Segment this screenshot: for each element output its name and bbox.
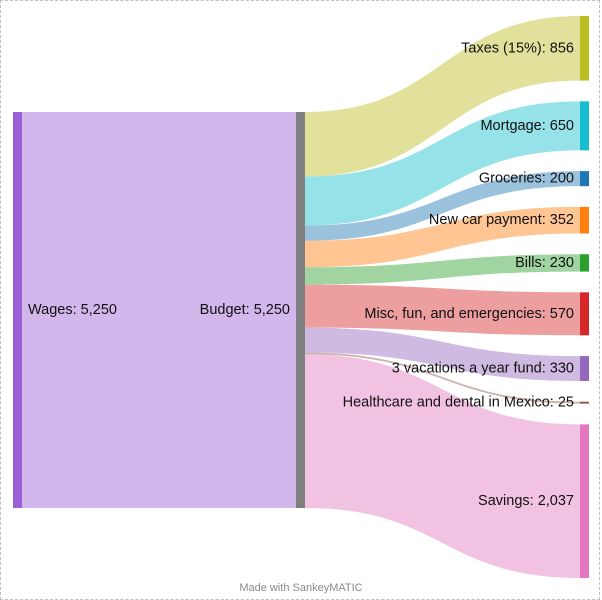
flow-links <box>22 16 580 578</box>
flow-budget-to-mortgage <box>305 101 580 226</box>
label-groceries: Groceries: 200 <box>479 171 574 187</box>
label-vacations: 3 vacations a year fund: 330 <box>392 361 574 377</box>
flow-budget-to-bills <box>305 254 580 285</box>
label-savings-value: 2,037 <box>538 493 574 509</box>
label-groceries-separator: : <box>542 171 550 187</box>
label-savings-separator: : <box>530 493 538 509</box>
label-vacations-value: 330 <box>550 361 574 377</box>
label-mortgage-name: Mortgage <box>480 118 541 134</box>
label-budget-value: 5,250 <box>254 302 290 318</box>
label-mortgage: Mortgage: 650 <box>480 118 574 134</box>
flow-budget-to-taxes <box>305 16 580 177</box>
label-budget: Budget: 5,250 <box>200 302 290 318</box>
node-misc <box>580 292 589 336</box>
label-groceries-value: 200 <box>550 171 574 187</box>
flow-budget-to-car <box>305 206 580 268</box>
node-mortgage <box>580 101 589 151</box>
label-car-name: New car payment <box>429 212 542 228</box>
label-car: New car payment: 352 <box>429 212 574 228</box>
label-mortgage-separator: : <box>542 118 550 134</box>
label-wages-name: Wages <box>28 302 73 318</box>
flow-budget-to-misc <box>305 284 580 336</box>
label-misc-name: Misc, fun, and emergencies <box>364 306 541 322</box>
label-mortgage-value: 650 <box>550 118 574 134</box>
node-wages <box>13 112 22 508</box>
label-taxes: Taxes (15%): 856 <box>461 40 574 56</box>
flow-nodes <box>13 16 589 578</box>
label-taxes-name: Taxes (15%) <box>461 40 542 56</box>
label-misc-separator: : <box>542 306 550 322</box>
label-bills-value: 230 <box>550 255 574 271</box>
node-bills <box>580 254 589 272</box>
label-health-value: 25 <box>558 395 574 411</box>
node-car <box>580 206 589 234</box>
label-savings: Savings: 2,037 <box>478 493 574 509</box>
label-vacations-separator: : <box>542 361 550 377</box>
node-groceries <box>580 171 589 187</box>
node-savings <box>580 424 589 578</box>
label-car-separator: : <box>542 212 550 228</box>
label-bills: Bills: 230 <box>515 255 574 271</box>
label-wages-separator: : <box>73 302 81 318</box>
flow-budget-to-groceries <box>305 171 580 241</box>
label-taxes-separator: : <box>542 40 550 56</box>
label-health: Healthcare and dental in Mexico: 25 <box>343 395 574 411</box>
flow-budget-to-health <box>305 352 580 404</box>
flow-wages-to-budget <box>22 112 296 508</box>
label-budget-separator: : <box>246 302 254 318</box>
label-wages: Wages: 5,250 <box>28 302 117 318</box>
label-bills-name: Bills <box>515 255 542 271</box>
label-health-name: Healthcare and dental in Mexico <box>343 395 550 411</box>
label-vacations-name: 3 vacations a year fund <box>392 361 542 377</box>
label-health-separator: : <box>550 395 558 411</box>
node-budget <box>296 112 305 508</box>
label-misc: Misc, fun, and emergencies: 570 <box>364 306 574 322</box>
label-budget-name: Budget <box>200 302 246 318</box>
label-groceries-name: Groceries <box>479 171 542 187</box>
label-misc-value: 570 <box>550 306 574 322</box>
label-savings-name: Savings <box>478 493 530 509</box>
node-health <box>580 401 589 404</box>
label-bills-separator: : <box>542 255 550 271</box>
node-vacations <box>580 356 589 381</box>
credit-text: Made with SankeyMATIC <box>239 582 363 594</box>
flow-budget-to-vacations <box>305 327 580 381</box>
flow-budget-to-savings <box>305 354 580 578</box>
label-car-value: 352 <box>550 212 574 228</box>
node-taxes <box>580 16 589 81</box>
label-taxes-value: 856 <box>550 40 574 56</box>
label-wages-value: 5,250 <box>81 302 117 318</box>
